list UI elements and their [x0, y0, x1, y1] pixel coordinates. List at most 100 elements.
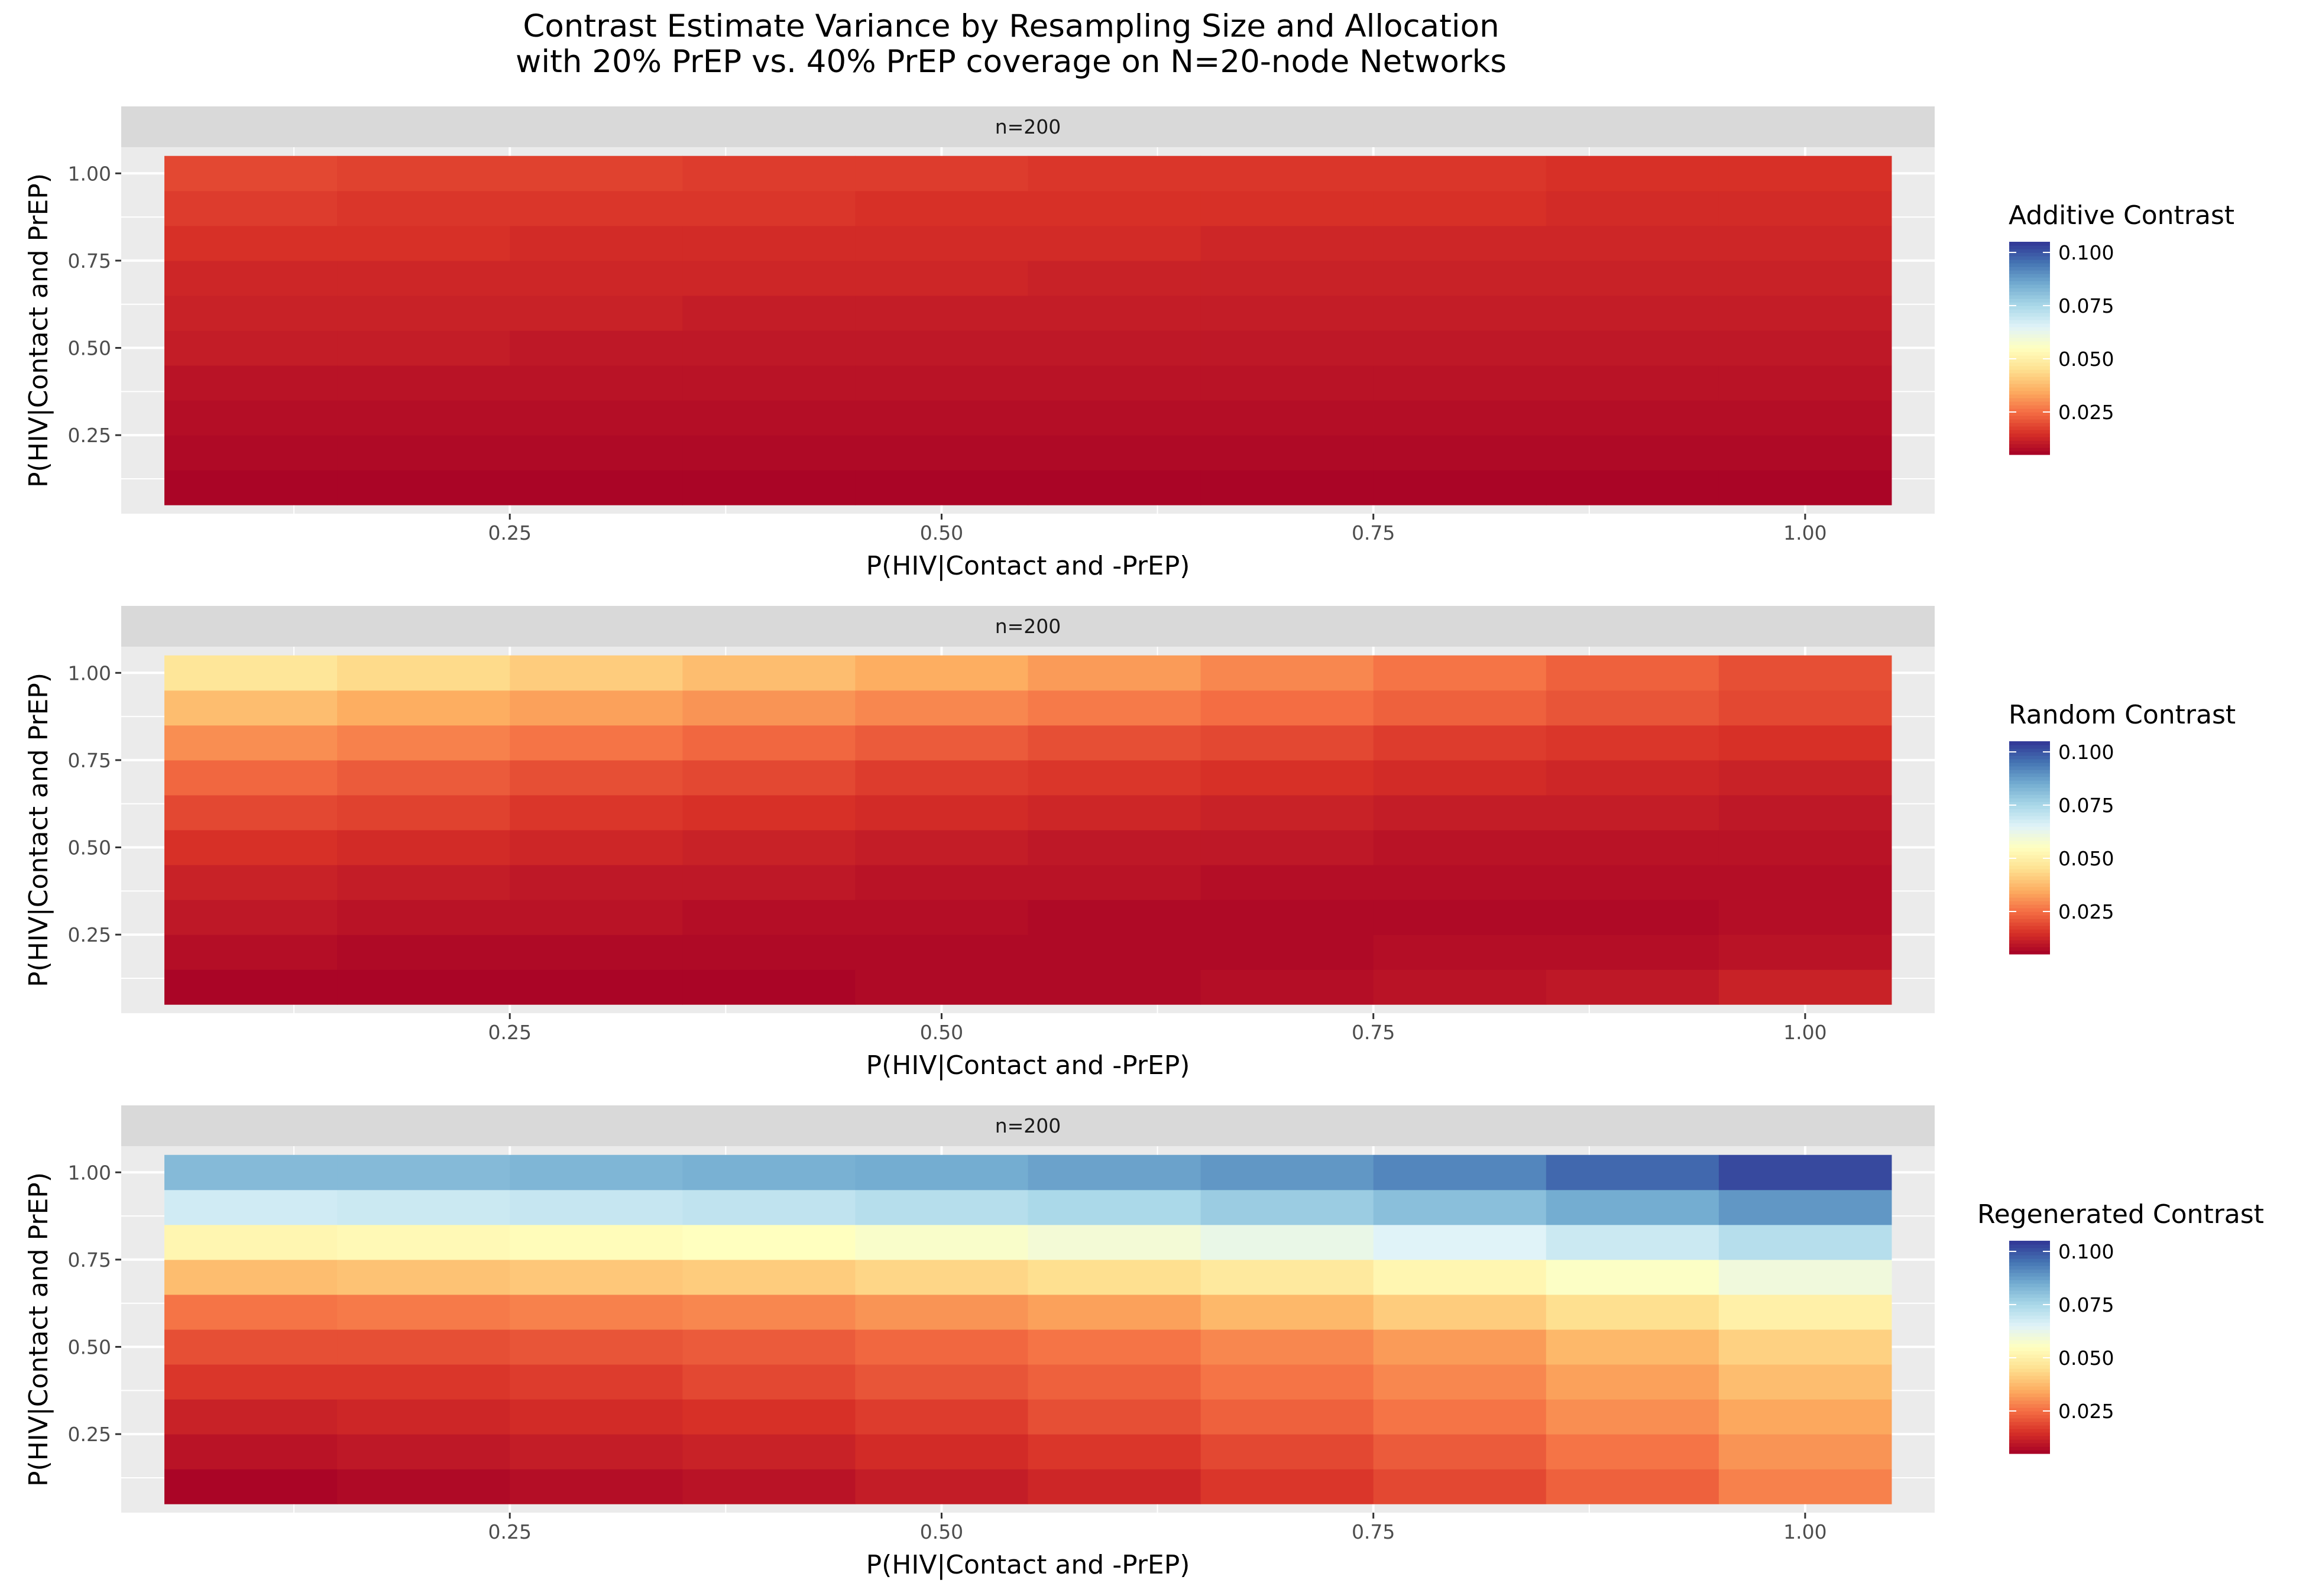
- legend-tick-label: 0.100: [2058, 241, 2114, 264]
- legend-colorbar-segment: [2009, 256, 2050, 260]
- legend-colorbar-segment: [2009, 373, 2050, 377]
- heatmap-tile: [1546, 260, 1719, 296]
- legend-colorbar-segment: [2009, 1294, 2050, 1298]
- heatmap-tile: [337, 400, 510, 436]
- heatmap-tile: [337, 760, 510, 796]
- heatmap-tile: [510, 155, 683, 192]
- heatmap-tile: [164, 155, 338, 192]
- heatmap-tile: [1718, 900, 1892, 935]
- heatmap-tile: [855, 900, 1028, 935]
- heatmap-tile: [1373, 655, 1547, 691]
- color-legend: Random Contrast 0.025 0.050 0.075 0.100: [2009, 700, 2236, 955]
- y-tick-label: 0.50: [68, 836, 111, 859]
- heatmap-tile: [1028, 830, 1201, 865]
- heatmap-tile: [1718, 400, 1892, 436]
- legend-colorbar-segment: [2009, 423, 2050, 427]
- heatmap-tile: [855, 1329, 1028, 1365]
- legend-colorbar-segment: [2009, 748, 2050, 752]
- heatmap-tile: [1200, 330, 1374, 366]
- heatmap-tile: [1028, 225, 1201, 261]
- y-tick-label: 1.00: [68, 661, 111, 685]
- legend-colorbar-segment: [2009, 288, 2050, 292]
- legend-colorbar-segment: [2009, 883, 2050, 887]
- heatmap-tile: [1718, 295, 1892, 331]
- legend-colorbar-segment: [2009, 1255, 2050, 1259]
- heatmap-tile: [164, 330, 338, 366]
- heatmap-tile: [1546, 1224, 1719, 1260]
- legend-colorbar-segment: [2009, 1322, 2050, 1326]
- legend-colorbar-segment: [2009, 841, 2050, 845]
- heatmap-tile: [855, 1259, 1028, 1295]
- heatmap-tile: [164, 935, 338, 970]
- legend-colorbar-segment: [2009, 320, 2050, 324]
- heatmap-tile: [337, 190, 510, 226]
- heatmap-tile: [1373, 1364, 1547, 1400]
- heatmap-tile: [1546, 1259, 1719, 1295]
- heatmap-tile: [1546, 1434, 1719, 1470]
- heatmap-tile: [1200, 190, 1374, 226]
- y-tick-label: 1.00: [68, 1161, 111, 1184]
- y-tick-label: 0.25: [68, 923, 111, 946]
- heatmap-tile: [855, 400, 1028, 436]
- heatmap-tile: [1373, 190, 1547, 226]
- heatmap-tile: [510, 470, 683, 505]
- heatmap-tile: [1028, 295, 1201, 331]
- heatmap-tile: [1718, 260, 1892, 296]
- legend-colorbar-segment: [2009, 1340, 2050, 1344]
- heatmap-tile: [1373, 1154, 1547, 1190]
- heatmap-tile: [1028, 865, 1201, 900]
- legend-colorbar-segment: [2009, 1439, 2050, 1443]
- legend-colorbar-segment: [2009, 872, 2050, 877]
- heatmap-tile: [510, 760, 683, 796]
- legend-colorbar-segment: [2009, 380, 2050, 384]
- heatmap-tile: [1373, 794, 1547, 831]
- legend-colorbar-segment: [2009, 1329, 2050, 1334]
- facet-strip-label: n=200: [995, 615, 1061, 638]
- heatmap-tile: [1200, 725, 1374, 761]
- heatmap-tile: [164, 470, 338, 505]
- heatmap-tile: [1718, 1434, 1892, 1470]
- heatmap-tile: [337, 260, 510, 296]
- heatmap-tile: [337, 1259, 510, 1295]
- heatmap-tile: [1718, 365, 1892, 401]
- heatmap-tile: [510, 1154, 683, 1190]
- heatmap-tile: [682, 435, 856, 471]
- y-tick-label: 0.75: [68, 249, 111, 273]
- legend-tick-label: 0.025: [2058, 401, 2114, 424]
- heatmap-tile: [1546, 725, 1719, 761]
- x-tick-label: 0.75: [1352, 1520, 1395, 1543]
- heatmap-tile: [1028, 1294, 1201, 1330]
- legend-colorbar-segment: [2009, 1241, 2050, 1245]
- heatmap-tile: [164, 1434, 338, 1470]
- heatmap-tile: [1373, 295, 1547, 331]
- legend-colorbar-segment: [2009, 1422, 2050, 1426]
- legend-colorbar-segment: [2009, 1287, 2050, 1291]
- heatmap-tile: [682, 1329, 856, 1365]
- heatmap-tile: [1373, 900, 1547, 935]
- legend-colorbar-segment: [2009, 858, 2050, 862]
- legend-colorbar-segment: [2009, 281, 2050, 285]
- heatmap-tile: [1028, 690, 1201, 726]
- heatmap-tile: [510, 900, 683, 935]
- heatmap-tile: [855, 1154, 1028, 1190]
- heatmap-tile: [1028, 969, 1201, 1005]
- legend-tick-label: 0.100: [2058, 1240, 2114, 1263]
- facet-panel-1: n=200 0.25 0.50 0.75 1.00 0.25 0.50 0.75 1.00 P(H…: [24, 106, 2234, 581]
- heatmap-tile: [1373, 760, 1547, 796]
- heatmap-tile: [1546, 1189, 1719, 1225]
- legend-colorbar-segment: [2009, 1308, 2050, 1312]
- heatmap-tile: [1028, 760, 1201, 796]
- heatmap-tile: [1373, 690, 1547, 726]
- legend-colorbar-segment: [2009, 922, 2050, 926]
- heatmap-tile: [1028, 435, 1201, 471]
- heatmap-tile: [855, 1469, 1028, 1504]
- heatmap-tile: [510, 1224, 683, 1260]
- heatmap-tile: [1200, 400, 1374, 436]
- heatmap-tile: [1546, 935, 1719, 970]
- heatmap-tile: [337, 935, 510, 970]
- heatmap-tile: [855, 330, 1028, 366]
- heatmap-tile: [682, 1259, 856, 1295]
- heatmap-tile: [1200, 435, 1374, 471]
- legend-colorbar-segment: [2009, 1429, 2050, 1433]
- heatmap-tile: [510, 260, 683, 296]
